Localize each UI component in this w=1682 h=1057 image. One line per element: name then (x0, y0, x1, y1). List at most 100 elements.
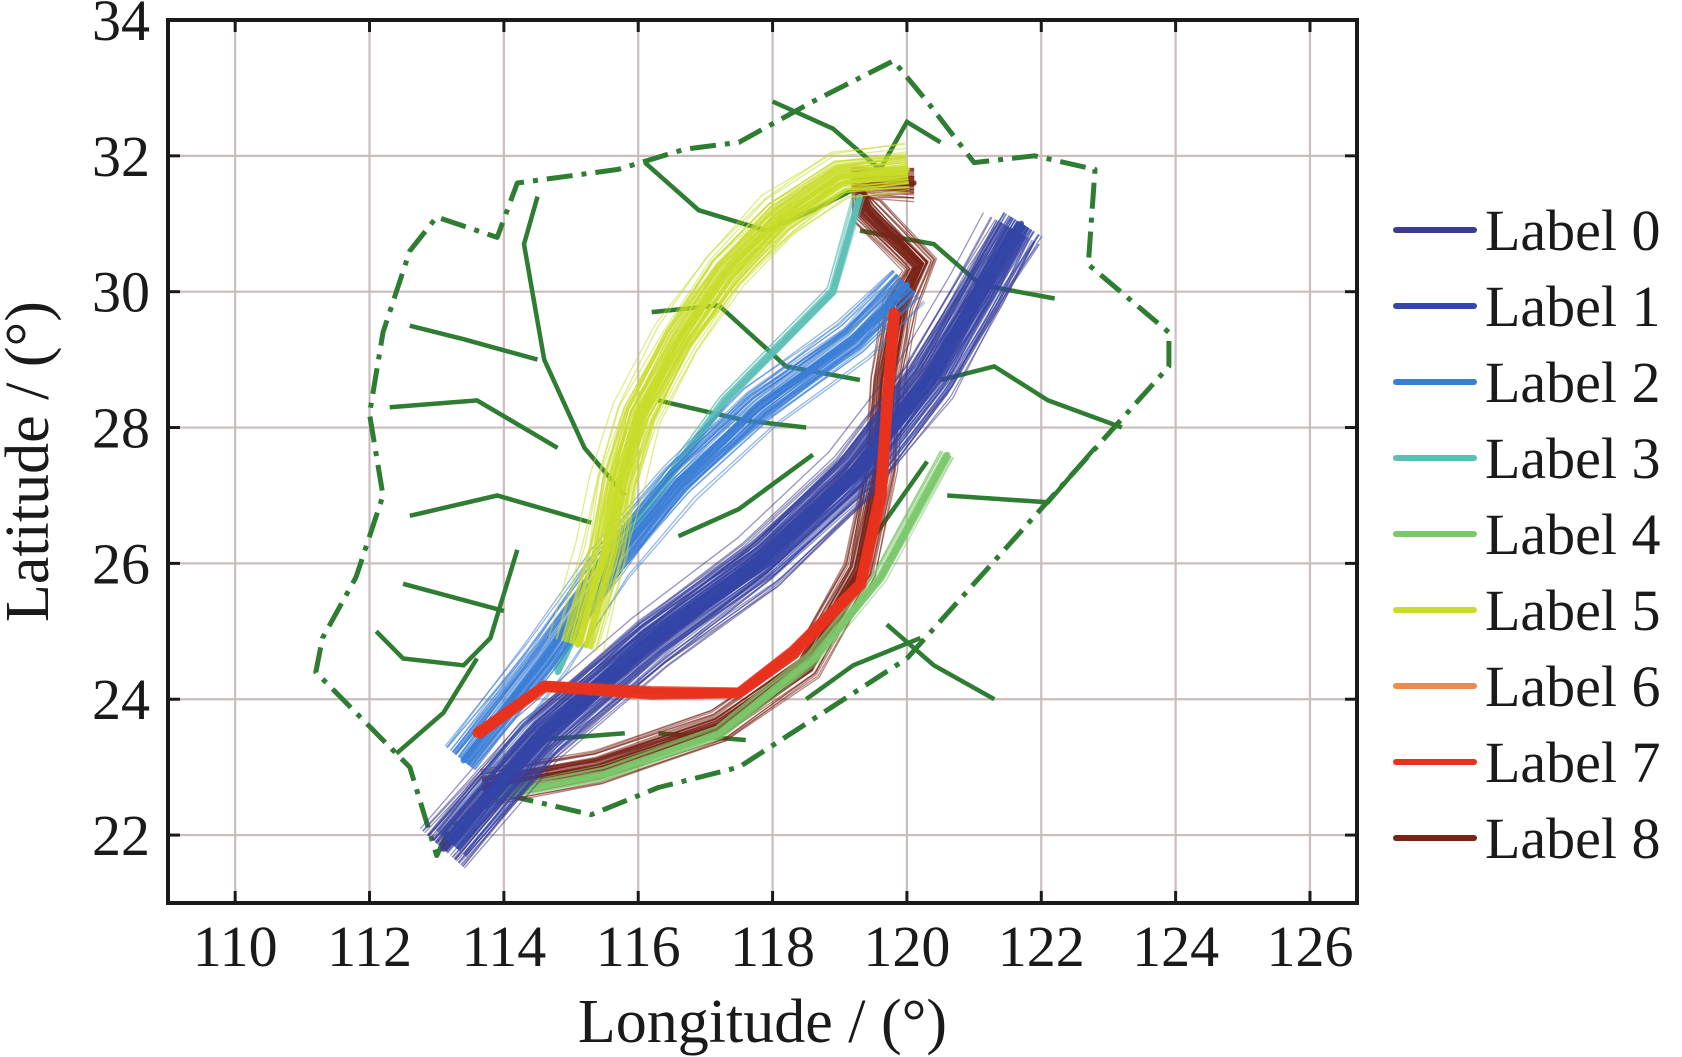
y-tick-label: 30 (92, 260, 150, 325)
trajectory-line (456, 226, 1027, 849)
trajectory-line (495, 451, 943, 790)
trajectory-line (470, 290, 914, 768)
series-label-1 (434, 212, 1043, 857)
x-tick-label: 120 (863, 914, 950, 979)
trajectory-line (556, 147, 906, 640)
trajectory-line (453, 225, 1026, 847)
trajectory-line (478, 311, 901, 739)
x-tick-label: 124 (1132, 914, 1219, 979)
legend-label: Label 3 (1485, 426, 1661, 491)
trajectory-line (570, 164, 908, 644)
trajectory-centerline (460, 281, 910, 764)
x-axis-title: Longitude / (°) (578, 988, 947, 1056)
trajectory-line (590, 178, 909, 650)
x-tick-label: 126 (1266, 914, 1353, 979)
sector-line (804, 636, 922, 702)
trajectory-line (434, 212, 1005, 830)
trajectory-line (438, 215, 1010, 834)
trajectory-line (560, 156, 907, 641)
trajectory-centerline (472, 307, 898, 738)
trajectory-line (586, 178, 909, 649)
trajectory-line (574, 165, 908, 645)
legend-label: Label 1 (1485, 274, 1661, 339)
x-tick-label: 118 (730, 914, 815, 979)
legend-label: Label 4 (1485, 502, 1661, 567)
trajectory-centerline (447, 220, 1025, 845)
trajectory-line (586, 176, 909, 649)
y-tick-label: 22 (92, 803, 150, 868)
legend-label: Label 2 (1485, 350, 1661, 415)
x-tick-label: 110 (193, 914, 278, 979)
trajectory-series (419, 142, 1043, 869)
y-tick-label: 32 (92, 124, 150, 189)
trajectory-line (444, 221, 1019, 838)
sector-line (947, 446, 1097, 505)
trajectory-line (452, 277, 901, 753)
legend-label: Label 0 (1485, 198, 1661, 263)
trajectory-line (495, 451, 944, 792)
trajectory-line (473, 296, 920, 770)
y-tick-labels: 22 24 26 28 30 32 34 (92, 0, 150, 868)
trajectory-line (497, 455, 951, 800)
y-axis-title: Latitude / (°) (0, 301, 62, 622)
y-tick-label: 26 (92, 531, 150, 596)
trajectory-line (454, 274, 899, 755)
legend-label: Label 8 (1485, 806, 1661, 871)
trajectory-centerline (574, 166, 910, 648)
sector-line (402, 581, 505, 614)
airspace-sectors (313, 58, 1172, 858)
sector-line (885, 622, 996, 702)
trajectory-line (472, 290, 915, 769)
trajectory-line (419, 212, 984, 830)
sector-line (394, 657, 479, 756)
trajectory-line (566, 156, 907, 643)
trajectory-line (437, 213, 1007, 833)
trajectory-line (446, 269, 894, 748)
trajectory-centerline (494, 451, 951, 798)
trajectory-line (465, 233, 1039, 857)
trajectory-line (555, 143, 906, 640)
series-label-5 (548, 142, 910, 653)
y-tick-label: 28 (92, 396, 150, 461)
trajectory-line (440, 218, 1014, 835)
x-tick-label: 114 (461, 914, 546, 979)
trajectory-line (455, 279, 903, 755)
legend-label: Label 7 (1485, 730, 1661, 795)
airspace-boundary (313, 58, 1172, 858)
trajectory-line (481, 302, 926, 777)
trajectory-line (602, 191, 910, 653)
trajectory-line (437, 213, 1007, 832)
trajectory-line (457, 228, 1031, 850)
trajectory-line (497, 457, 954, 801)
sector-line (939, 363, 1123, 430)
axis-ticks (168, 18, 1357, 903)
x-tick-label: 116 (596, 914, 681, 979)
legend-label: Label 5 (1485, 578, 1661, 643)
sector-line (409, 323, 539, 362)
trajectory-line (457, 229, 1033, 850)
trajectory-line (460, 243, 1040, 865)
plot-frame (166, 18, 1359, 905)
trajectory-line (450, 273, 897, 751)
x-tick-label: 122 (998, 914, 1085, 979)
sector-line (521, 195, 627, 497)
trajectory-line (445, 217, 1014, 840)
trajectory-line (458, 229, 1033, 851)
series-label-7 (472, 307, 901, 740)
legend-label: Label 6 (1485, 654, 1661, 719)
x-tick-label: 112 (327, 914, 412, 979)
trajectory-line (482, 300, 924, 777)
sector-line (409, 493, 592, 525)
y-tick-label: 24 (92, 667, 150, 732)
trajectory-line (446, 271, 896, 748)
series-label-2 (444, 269, 926, 777)
trajectory-line (573, 161, 907, 645)
sector-line (677, 452, 815, 539)
legend: Label 0 Label 1 Label 2 Label 3 Label 4 Label… (1393, 198, 1661, 871)
y-tick-label: 34 (92, 0, 150, 53)
sector-line (389, 398, 559, 450)
x-tick-labels: 110 112 114 116 118 120 122 124 126 (193, 914, 1354, 979)
series-label-4 (494, 450, 954, 801)
